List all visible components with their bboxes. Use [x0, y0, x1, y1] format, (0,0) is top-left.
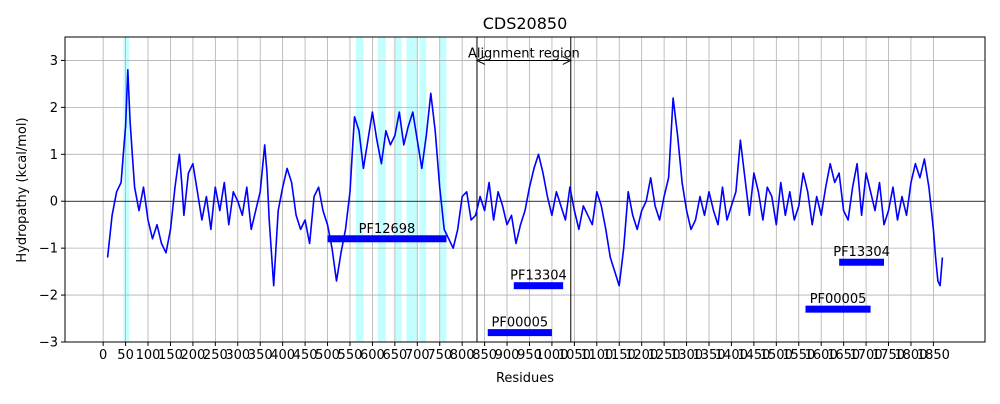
x-tick-label: 1800: [894, 348, 927, 363]
x-tick-label: 1850: [917, 348, 950, 363]
domain-bar: [487, 329, 552, 337]
x-tick-label: 1700: [850, 348, 883, 363]
y-tick-label: 0: [50, 195, 58, 210]
plot-frame: [64, 36, 986, 343]
domain-bar: [839, 258, 885, 266]
x-tick-label: 500: [315, 348, 340, 363]
x-tick-label: 800: [450, 348, 475, 363]
domains: PF12698 PF13304 PF00005 PF00005 PF13304: [327, 222, 890, 337]
chart-title: CDS20850: [483, 14, 568, 33]
x-tick-label: 1350: [692, 348, 725, 363]
x-tick-label: 450: [293, 348, 318, 363]
x-tick-label: 300: [225, 348, 250, 363]
x-tick-label: 1200: [625, 348, 658, 363]
y-tick-label: 1: [50, 148, 58, 163]
highlight-regions: [123, 37, 447, 342]
x-tick-label: 1450: [737, 348, 770, 363]
x-tick-label: 550: [338, 348, 363, 363]
x-tick-label: 1500: [760, 348, 793, 363]
x-tick-label: 1650: [827, 348, 860, 363]
domain-label: PF12698: [359, 222, 416, 237]
x-tick-label: 1300: [670, 348, 703, 363]
x-tick-label: 650: [382, 348, 407, 363]
y-tick-label: −2: [39, 289, 58, 304]
x-axis-label: Residues: [496, 371, 554, 386]
x-tick-label: 1550: [782, 348, 815, 363]
x-tick-label: 750: [427, 348, 452, 363]
highlight-region: [394, 37, 402, 342]
x-tick-label: 1100: [580, 348, 613, 363]
domain-bar: [805, 305, 871, 313]
domain-bar: [513, 282, 564, 290]
x-tick-label: 1750: [872, 348, 905, 363]
x-tick-label: 700: [405, 348, 430, 363]
x-tick-label: 1400: [715, 348, 748, 363]
x-tick-label: 600: [360, 348, 385, 363]
x-tick-label: 1600: [805, 348, 838, 363]
x-tick-label: 0: [99, 348, 107, 363]
x-tick-label: 150: [158, 348, 183, 363]
x-tick-label: 50: [117, 348, 134, 363]
alignment-bounds: [476, 37, 572, 342]
x-tick-label: 1000: [535, 348, 568, 363]
annotations: Alignment region: [468, 46, 580, 65]
x-tick-label: 1050: [558, 348, 591, 363]
y-tick-label: 2: [50, 101, 58, 116]
x-axis-ticks: 0 50 1001502002503003504004505005506006507…: [99, 342, 950, 363]
highlight-region: [419, 37, 427, 342]
x-tick-label: 900: [495, 348, 520, 363]
domain-label: PF13304: [510, 269, 567, 284]
y-tick-label: −1: [39, 242, 58, 257]
domain-label: PF00005: [492, 316, 549, 331]
alignment-region-label: Alignment region: [468, 46, 580, 61]
highlight-region: [355, 37, 364, 342]
y-axis-label: Hydropathy (kcal/mol): [15, 117, 30, 262]
domain-label: PF13304: [833, 245, 890, 260]
series: [106, 69, 944, 287]
highlight-region: [377, 37, 386, 342]
highlight-region: [439, 37, 447, 342]
highlight-region: [123, 37, 130, 342]
alignment-arrow-right: [562, 56, 572, 65]
alignment-arrow-left: [475, 56, 486, 65]
x-tick-label: 850: [472, 348, 497, 363]
y-axis-ticks: −3 −2 −1 0 1 2 3: [39, 54, 65, 351]
y-tick-label: 3: [50, 54, 58, 69]
x-tick-label: 1250: [648, 348, 681, 363]
domain-bar: [327, 235, 447, 243]
x-tick-label: 100: [136, 348, 161, 363]
domain-label: PF00005: [810, 292, 867, 307]
x-tick-label: 350: [248, 348, 273, 363]
x-tick-label: 250: [203, 348, 228, 363]
y-tick-label: −3: [39, 336, 58, 351]
highlight-region: [406, 37, 418, 342]
x-tick-label: 200: [180, 348, 205, 363]
hydropathy-line: [106, 69, 944, 287]
x-tick-label: 950: [517, 348, 542, 363]
x-tick-label: 400: [270, 348, 295, 363]
x-tick-label: 1150: [603, 348, 636, 363]
